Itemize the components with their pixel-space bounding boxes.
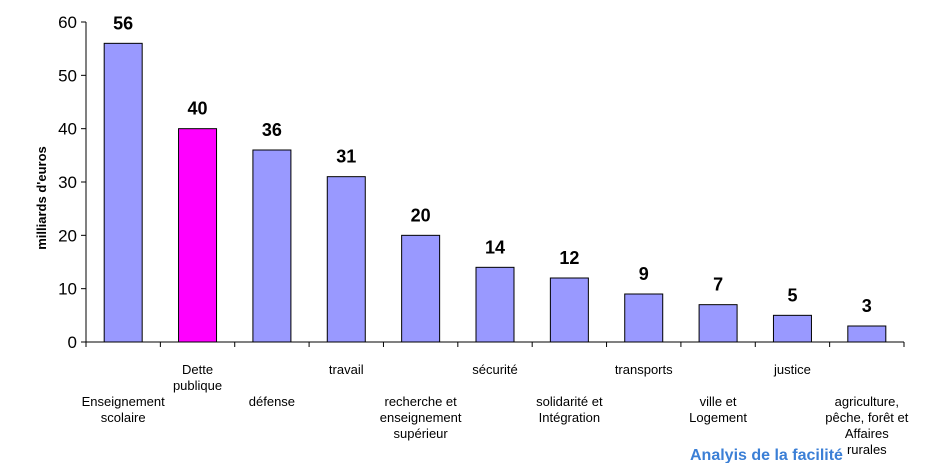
category-label: Dette publique <box>173 362 222 393</box>
bar <box>103 42 143 343</box>
y-tick-label: 50 <box>58 66 77 85</box>
data-label: 20 <box>411 205 431 225</box>
y-tick-label: 10 <box>58 280 77 299</box>
category-label: travail <box>329 362 364 377</box>
data-label: 31 <box>336 147 356 167</box>
bar <box>772 314 812 343</box>
category-label: transports <box>615 362 673 377</box>
bar <box>326 176 366 343</box>
bar <box>698 304 738 343</box>
category-label: Enseignement scolaire <box>82 394 165 425</box>
category-label: agriculture, pêche, forêt et Affaires rural… <box>825 394 908 457</box>
y-tick-label: 20 <box>58 226 77 245</box>
bar <box>252 149 292 343</box>
bar <box>549 277 589 343</box>
y-ticks: 0 10 20 30 40 50 60 <box>58 13 86 352</box>
category-label: sécurité <box>472 362 518 377</box>
y-tick-label: 30 <box>58 173 77 192</box>
footer-text: Analyis de la facilité <box>690 447 843 463</box>
category-label: ville et Logement <box>689 394 747 425</box>
value-labels: 56 40 36 31 20 14 12 9 7 5 3 <box>113 13 872 316</box>
data-label: 3 <box>862 296 872 316</box>
category-label: défense <box>249 394 295 409</box>
bar <box>624 293 664 343</box>
bar <box>475 266 515 343</box>
data-label: 7 <box>713 275 723 295</box>
bar <box>401 234 441 343</box>
category-labels: Enseignement scolaire Dette publique défense… <box>82 362 909 457</box>
data-label: 5 <box>787 285 797 305</box>
category-label: recherche et enseignement supérieur <box>380 394 462 441</box>
data-label: 40 <box>188 99 208 119</box>
y-axis-title: milliards d'euros <box>34 146 49 250</box>
data-label: 14 <box>485 237 505 257</box>
bar <box>178 128 218 343</box>
y-tick-label: 0 <box>68 333 77 352</box>
data-label: 56 <box>113 13 133 33</box>
y-tick-label: 40 <box>58 120 77 139</box>
y-tick-label: 60 <box>58 13 77 32</box>
category-label: solidarité et Intégration <box>536 394 603 425</box>
data-label: 9 <box>639 264 649 284</box>
bar <box>847 325 887 343</box>
bars <box>103 42 887 343</box>
data-label: 36 <box>262 120 282 140</box>
category-label: justice <box>773 362 811 377</box>
data-label: 12 <box>559 248 579 268</box>
